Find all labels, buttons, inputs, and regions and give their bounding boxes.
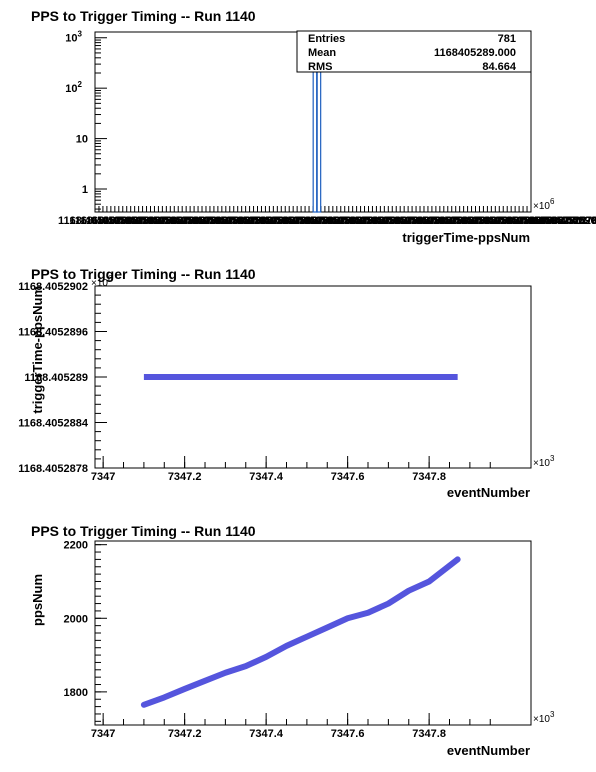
chart-1-xlabel: triggerTime-ppsNum <box>402 230 530 245</box>
chart-1-xtick-label: 1168.4052878 <box>349 215 419 227</box>
chart-2-ytick-label: 1168.4052902 <box>18 281 88 293</box>
chart-2-xtick-label: 7347.2 <box>168 471 202 483</box>
chart-1-xtick-label: 1168.4052878 <box>170 215 240 227</box>
chart-1-ytick-label: 102 <box>65 80 82 95</box>
chart-1-xtick-label: 1168.4052878 <box>528 215 596 227</box>
chart-1-xtick-label: 1168.4052902 <box>92 215 162 227</box>
chart-1-xtick-label: 1168.4052878 <box>215 215 285 227</box>
chart-1-xtick-label: 1168.4052878 <box>192 215 262 227</box>
chart-2-xtick-label: 7347.8 <box>412 471 446 483</box>
chart-3-xtick-label: 7347.2 <box>168 728 202 740</box>
chart-3-x-multiplier: ×103 <box>533 710 555 725</box>
chart-2-xtick-label: 7347.4 <box>249 471 284 483</box>
chart-1-xtick-label: 1168.4052902 <box>405 215 475 227</box>
chart-1-stats-frame <box>296 30 532 73</box>
chart-1-xtick-label: 1168.4052902 <box>136 215 206 227</box>
chart-1: PPS to Trigger Timing -- Run 1140 1 10 102 1… <box>31 8 596 245</box>
chart-1-xtick-label: 1168.4052902 <box>338 215 408 227</box>
chart-1-stats-value: 781 <box>498 33 516 45</box>
chart-2-x-multiplier: ×103 <box>533 454 555 469</box>
chart-1-xtick-label: 1168.4052878 <box>125 215 195 227</box>
chart-1-xtick-label: 1168.4052902 <box>472 215 542 227</box>
chart-1-xtick-label: 1168.4052902 <box>69 215 139 227</box>
chart-3-series-line <box>140 556 461 708</box>
chart-3-ytick-label: 2200 <box>64 540 88 552</box>
chart-1-xtick-label: 1168.4052878 <box>416 215 486 227</box>
chart-1-xtick-label: 1168.4052878 <box>304 215 374 227</box>
chart-1-xtick-label: 1168.4052902 <box>271 215 341 227</box>
chart-1-xtick-label: 1168.4052878 <box>80 215 150 227</box>
chart-3-xtick-label: 7347.8 <box>412 728 446 740</box>
chart-1-xtick-label: 1168.4052902 <box>428 215 498 227</box>
chart-1-stats-value: 1168405289.000 <box>434 47 516 59</box>
chart-2-ytick-label: 1168.4052884 <box>18 418 89 430</box>
chart-1-stats-label: Entries <box>308 33 345 45</box>
chart-1-xtick-label: 1168.4052878 <box>282 215 352 227</box>
chart-1-xtick-label: 1168.4052878 <box>372 215 442 227</box>
chart-1-x-multiplier: ×106 <box>533 197 555 212</box>
chart-1-xtick-label: 1168.4052878 <box>148 215 218 227</box>
chart-3-ytick-label: 2000 <box>64 613 88 625</box>
chart-3-ytick-label: 1800 <box>64 687 88 699</box>
chart-3-title: PPS to Trigger Timing -- Run 1140 <box>31 523 256 539</box>
chart-1-stats-box: Entries 781 Mean 1168405289.000 RMS 84.664 <box>296 30 532 73</box>
chart-1-xtick-label: 1168.4052902 <box>293 215 363 227</box>
chart-1-xtick-label: 1168.4052902 <box>226 215 296 227</box>
chart-1-stats-value: 84.664 <box>482 61 517 73</box>
chart-3-xtick-label: 7347.6 <box>331 728 365 740</box>
chart-1-ytick-label: 1 <box>82 184 88 196</box>
chart-1-xtick-label: 1168.4052902 <box>316 215 386 227</box>
chart-1-stats-label: RMS <box>308 61 332 73</box>
chart-1-xtick-label: 1168.4052878 <box>237 215 307 227</box>
chart-1-ytick-label: 10 <box>76 134 88 146</box>
chart-1-xtick-label: 1168.4052878 <box>327 215 397 227</box>
chart-1-stats-label: Mean <box>308 47 336 59</box>
chart-2-ylabel: triggerTime-ppsNum <box>30 286 45 414</box>
chart-2-series-band <box>143 374 458 380</box>
chart-1-ytick-label: 103 <box>65 30 82 45</box>
chart-1-xtick-label: 1168.4052902 <box>540 215 596 227</box>
chart-2: PPS to Trigger Timing -- Run 11401168.40… <box>18 266 555 500</box>
chart-1-xtick-label: 1168.4052878 <box>506 215 576 227</box>
chart-1-xtick-label: 1168.4052902 <box>159 215 229 227</box>
chart-3: PPS to Trigger Timing -- Run 1140 1800 200… <box>30 523 555 758</box>
chart-1-xtick-label: 1168.4052878 <box>58 215 128 227</box>
chart-3-xlabel: eventNumber <box>447 743 530 758</box>
chart-1-xtick-label: 1168.4052878 <box>484 215 554 227</box>
chart-1-xtick-label: 1168.4052878 <box>461 215 531 227</box>
chart-1-xtick-label: 1168.4052902 <box>204 215 274 227</box>
chart-1-title: PPS to Trigger Timing -- Run 1140 <box>31 8 256 24</box>
chart-1-xtick-label: 1168.4052902 <box>450 215 520 227</box>
chart-1-xtick-label: 1168.4052902 <box>360 215 430 227</box>
chart-2-ytick-label: 1168.4052878 <box>18 463 88 475</box>
chart-1-xtick-label: 1168.4052902 <box>495 215 565 227</box>
chart-1-xtick-label: 1168.4052902 <box>383 215 453 227</box>
chart-1-xtick-label: 1168.4052902 <box>517 215 587 227</box>
chart-3-ylabel: ppsNum <box>30 574 45 626</box>
chart-2-xtick-label: 7347 <box>91 471 115 483</box>
chart-2-xtick-label: 7347.6 <box>331 471 365 483</box>
chart-1-xtick-label: 1168.4052878 <box>439 215 509 227</box>
chart-1-xtick-label: 1168.4052902 <box>181 215 251 227</box>
chart-2-title: PPS to Trigger Timing -- Run 1140 <box>31 266 256 282</box>
chart-2-xlabel: eventNumber <box>447 485 530 500</box>
chart-1-xtick-label: 1168.4052902 <box>114 215 184 227</box>
chart-1-xtick-label: 1168.4052878 <box>260 215 330 227</box>
chart-3-xtick-label: 7347.4 <box>249 728 284 740</box>
chart-1-xtick-label-last: 1168.4052902 <box>533 215 596 227</box>
chart-1-xtick-label: 1168.4052878 <box>103 215 173 227</box>
chart-3-xtick-label: 7347 <box>91 728 115 740</box>
chart-1-xtick-label: 1168.4052878 <box>394 215 464 227</box>
chart-2-y-multiplier: ×106 <box>91 274 113 289</box>
chart-1-xtick-label: 1168.4052902 <box>248 215 318 227</box>
chart-2-ytick-label: 1168.4052896 <box>18 327 88 339</box>
chart-2-ytick-label: 1168.405289 <box>24 372 88 384</box>
